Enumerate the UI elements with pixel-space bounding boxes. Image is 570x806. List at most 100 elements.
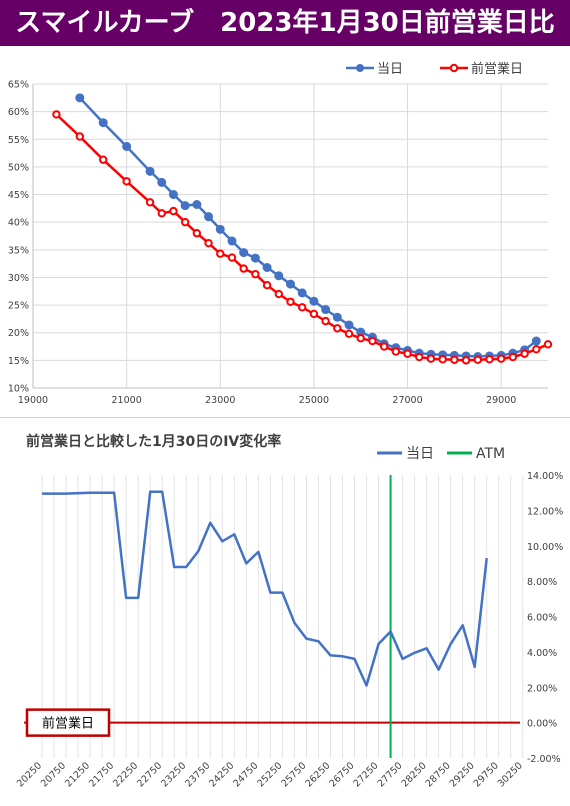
- data-point-today: [297, 288, 307, 298]
- data-point-today: [227, 236, 237, 246]
- data-point-prev-day: [496, 354, 506, 363]
- data-point-prev-day: [274, 289, 283, 299]
- data-point-today: [321, 305, 331, 315]
- data-point-prev-day: [99, 155, 108, 164]
- x-tick-label: 27250: [352, 760, 381, 789]
- data-point-prev-day: [286, 297, 295, 306]
- legend-marker: [356, 64, 364, 72]
- legend-label-atm: ATM: [476, 446, 505, 462]
- x-tick-label: 25750: [279, 760, 308, 789]
- data-point-prev-day: [333, 324, 342, 333]
- x-tick-label: 19000: [18, 395, 48, 406]
- smile-curve-chart: 10% 15% 20% 25% 30% 35% 40% 45% 50% 55% 60% 65% 1900…: [0, 48, 570, 418]
- x-tick-label: 24750: [231, 760, 260, 789]
- legend-marker: [449, 63, 459, 73]
- legend-label: 前営業日: [471, 61, 523, 77]
- data-point-prev-day: [391, 347, 401, 356]
- data-point-today: [168, 190, 178, 200]
- data-point-prev-day: [368, 336, 377, 346]
- y-tick-label: 6.00%: [527, 613, 557, 624]
- baseline-label-box: [25, 708, 111, 737]
- data-point-prev-day: [344, 329, 354, 339]
- data-point-prev-day: [157, 209, 166, 218]
- x-tick-label: 21250: [63, 760, 92, 789]
- y-tick-label: 8.00%: [527, 577, 557, 588]
- data-point-today: [531, 336, 541, 346]
- y-tick-label: 10.00%: [527, 542, 563, 553]
- y-tick-label: 35%: [8, 245, 29, 256]
- data-point-prev-day: [461, 356, 471, 365]
- baseline-label: 前営業日: [42, 716, 94, 732]
- data-point-prev-day: [403, 349, 412, 358]
- iv-change-svg: 前営業日と比較した1月30日のIV変化率 -2.00% 0.00% 2.00% 4.00…: [15, 433, 563, 790]
- x-tick-label: 20250: [15, 760, 44, 789]
- legend-label-today: 当日: [406, 446, 434, 462]
- x-tick-label: 29750: [472, 760, 501, 789]
- y-tick-label: 65%: [8, 80, 29, 91]
- data-point-prev-day: [473, 355, 482, 365]
- data-point-today: [145, 166, 155, 176]
- title-bar: スマイルカーブ 2023年1月30日前営業日比: [0, 0, 570, 46]
- data-point-today: [98, 118, 108, 128]
- y-tick-label: 12.00%: [527, 506, 563, 517]
- y-tick-label: 50%: [8, 162, 29, 173]
- data-point-today: [332, 312, 342, 322]
- data-point-today: [192, 199, 202, 209]
- data-point-today: [180, 201, 190, 211]
- data-point-prev-day: [180, 217, 190, 227]
- data-point-today: [344, 320, 354, 330]
- data-point-prev-day: [204, 238, 213, 248]
- y-tick-label: 45%: [8, 190, 29, 201]
- data-point-prev-day: [298, 303, 307, 312]
- data-point-today: [215, 224, 225, 234]
- data-point-prev-day: [520, 349, 529, 358]
- y-tick-label: 2.00%: [527, 683, 557, 694]
- y-tick-label: 10%: [8, 384, 29, 395]
- x-tick-label: 21000: [112, 395, 142, 406]
- data-point-prev-day: [309, 309, 319, 319]
- data-point-today: [122, 141, 132, 151]
- data-point-prev-day: [192, 229, 202, 238]
- x-tick-label: 25250: [255, 760, 284, 789]
- y-tick-label: 15%: [8, 356, 29, 367]
- data-point-prev-day: [216, 249, 225, 258]
- data-point-today: [204, 212, 214, 222]
- data-point-prev-day: [122, 177, 131, 186]
- x-tick-label: 23000: [205, 395, 235, 406]
- data-point-prev-day: [75, 132, 85, 141]
- data-point-today: [250, 253, 260, 263]
- x-tick-label: 30250: [496, 760, 525, 789]
- x-tick-label: 27750: [376, 760, 405, 789]
- chart-title: 前営業日と比較した1月30日のIV変化率: [26, 433, 281, 450]
- data-point-prev-day: [356, 334, 365, 343]
- data-point-prev-day: [532, 345, 541, 354]
- y-tick-label: 14.00%: [527, 471, 563, 482]
- data-point-prev-day: [426, 354, 436, 363]
- data-point-today: [309, 296, 319, 306]
- x-tick-label: 29250: [448, 760, 477, 789]
- data-point-prev-day: [169, 206, 178, 216]
- data-point-prev-day: [262, 280, 272, 290]
- data-point-today: [239, 248, 249, 258]
- x-tick-label: 26750: [327, 760, 356, 789]
- x-tick-label: 26250: [303, 760, 332, 789]
- y-tick-label: 40%: [8, 218, 29, 229]
- y-tick-label: 55%: [8, 135, 29, 146]
- y-tick-label: 0.00%: [527, 719, 557, 730]
- x-tick-label: 28250: [400, 760, 429, 789]
- page-title: スマイルカーブ 2023年1月30日前営業日比: [15, 8, 555, 38]
- x-tick-label: 22250: [111, 760, 140, 789]
- y-tick-label: 60%: [8, 107, 29, 118]
- y-tick-label: 4.00%: [527, 648, 557, 659]
- chart-divider: [0, 417, 570, 418]
- data-point-prev-day: [239, 264, 248, 273]
- x-tick-label: 23750: [183, 760, 212, 789]
- x-tick-label: 29000: [486, 395, 516, 406]
- iv-change-chart: 前営業日と比較した1月30日のIV変化率 -2.00% 0.00% 2.00% 4.00…: [0, 420, 570, 802]
- data-point-prev-day: [450, 355, 459, 365]
- x-tick-label: 20750: [39, 760, 68, 789]
- y-tick-label: 30%: [8, 273, 29, 284]
- series-line-today: [42, 490, 488, 687]
- x-tick-label: 25000: [299, 395, 329, 406]
- series-line-today: [78, 96, 538, 358]
